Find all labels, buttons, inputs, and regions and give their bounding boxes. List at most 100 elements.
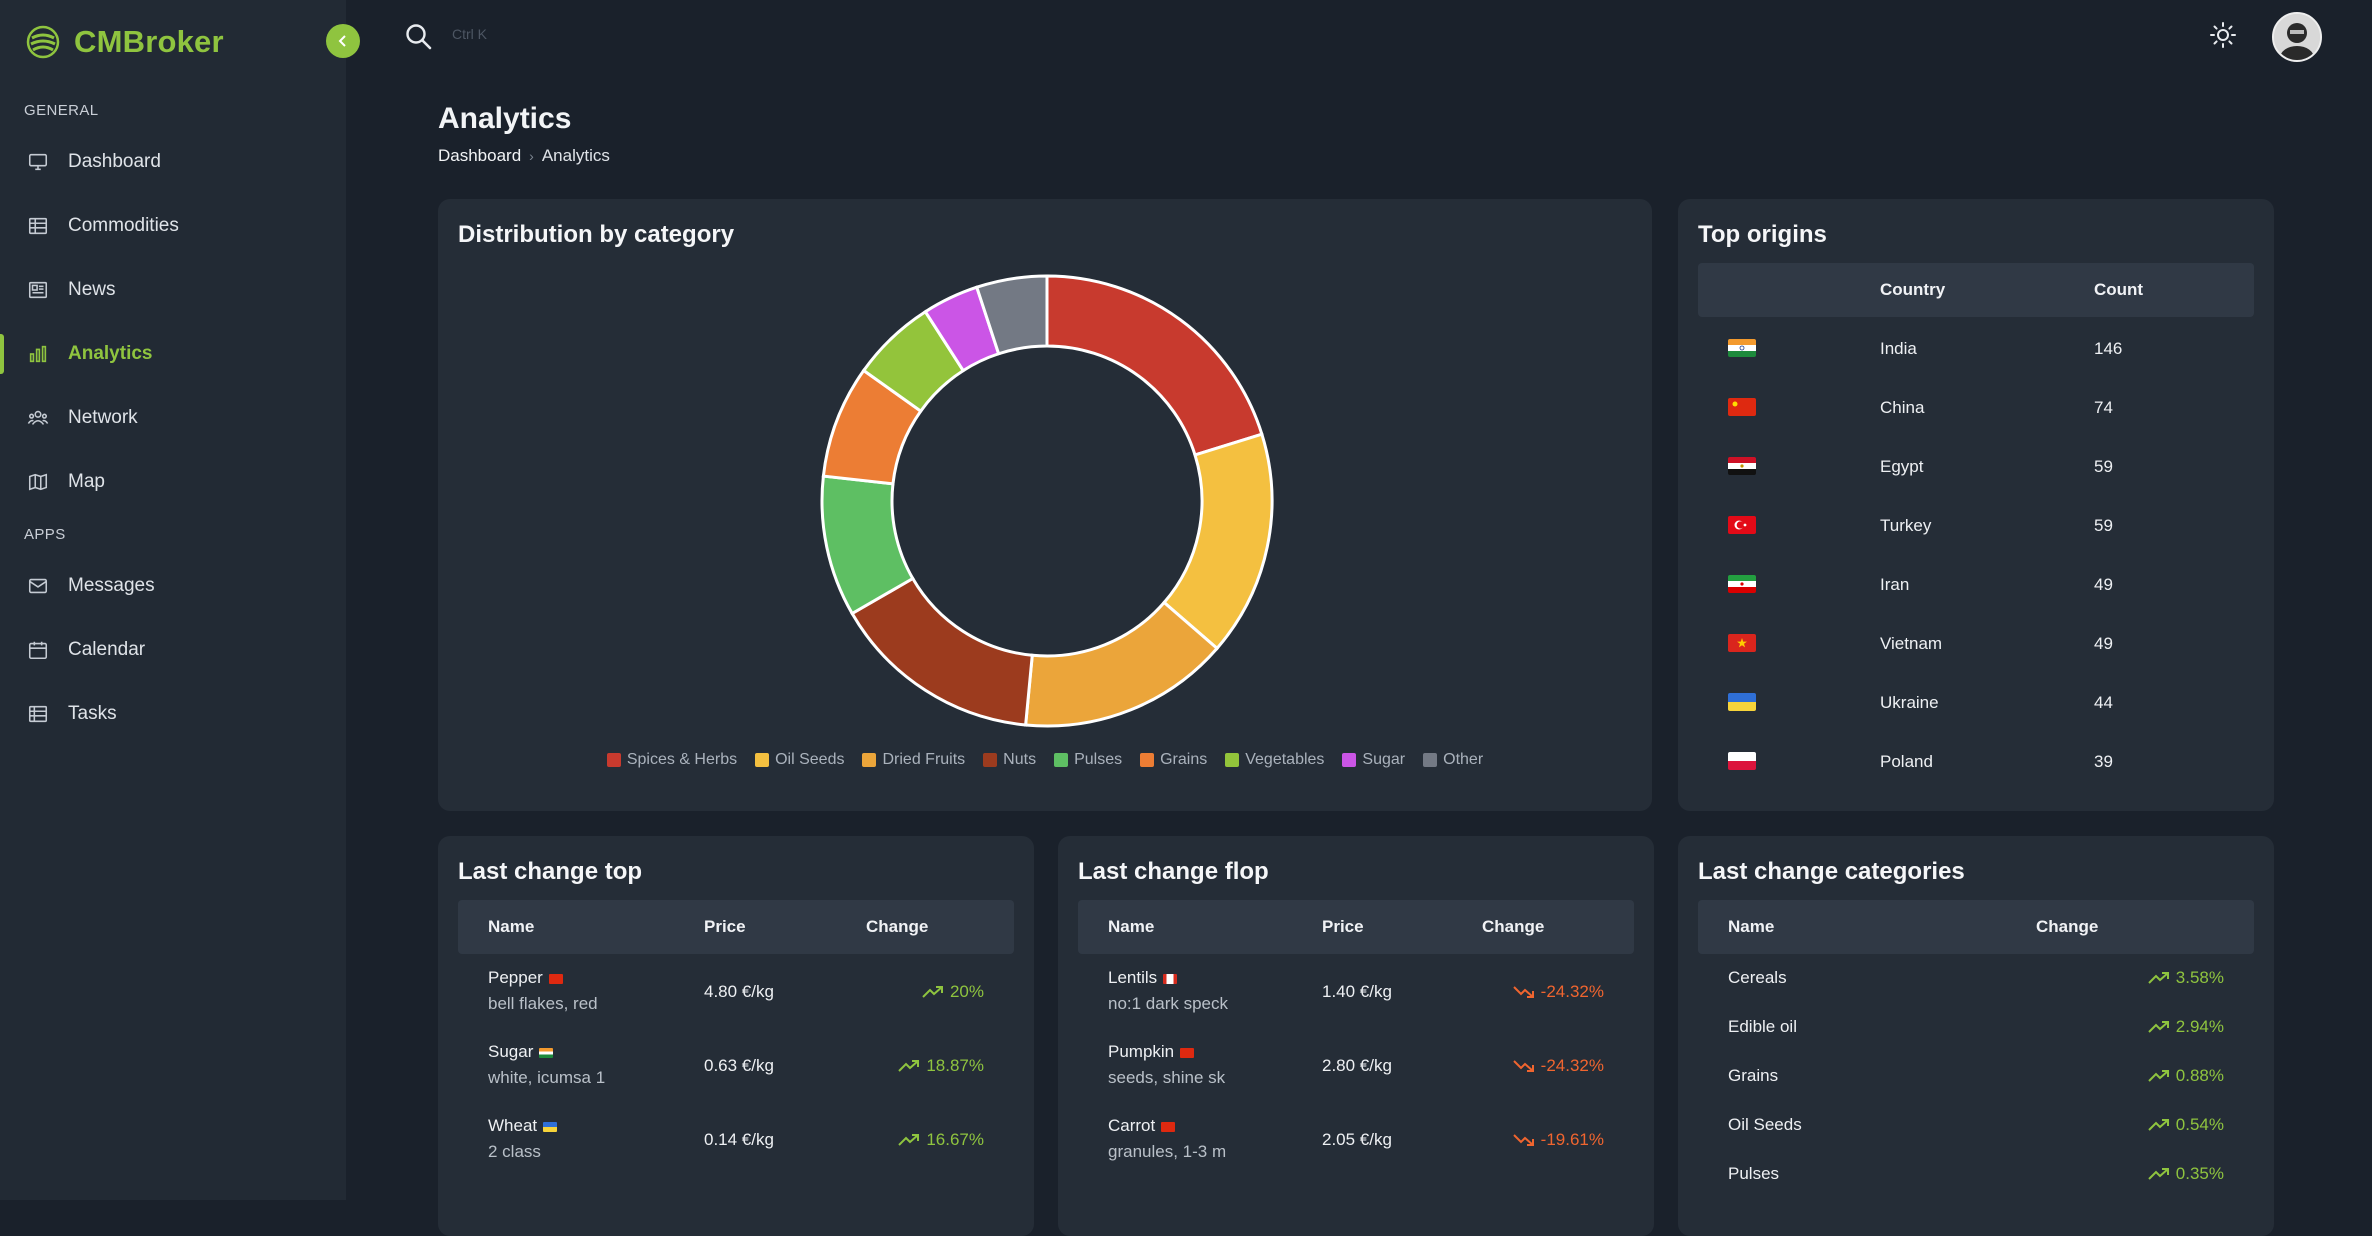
sidebar-item-news[interactable]: News bbox=[0, 262, 346, 318]
sidebar-item-label: Network bbox=[68, 407, 138, 428]
column-header-price[interactable]: Price bbox=[1322, 917, 1364, 936]
change-percent: -24.32% bbox=[1540, 1056, 1604, 1075]
china-flag bbox=[548, 973, 563, 984]
table-row[interactable]: Pepper bell flakes, red 4.80 €/kg 20% bbox=[458, 968, 1014, 1038]
sidebar-item-commodities[interactable]: Commodities bbox=[0, 198, 346, 254]
mail-icon bbox=[26, 574, 50, 598]
table-row[interactable]: Lentils no:1 dark speck 1.40 €/kg -24.32… bbox=[1078, 968, 1634, 1038]
table-row[interactable]: Pulses 0.35% bbox=[1698, 1164, 2254, 1214]
change-value: 0.35% bbox=[2148, 1164, 2224, 1184]
trending-up-icon bbox=[922, 986, 943, 998]
sidebar-item-tasks[interactable]: Tasks bbox=[0, 686, 346, 742]
sun-icon[interactable] bbox=[2208, 20, 2238, 50]
table-row[interactable]: Sugar white, icumsa 1 0.63 €/kg 18.87% bbox=[458, 1042, 1014, 1112]
change-value: -24.32% bbox=[1512, 982, 1604, 1002]
sidebar-item-dashboard[interactable]: Dashboard bbox=[0, 134, 346, 190]
table-row[interactable]: Ukraine 44 bbox=[1698, 685, 2254, 741]
legend-item[interactable]: Other bbox=[1423, 751, 1483, 769]
search-shortcut-hint[interactable]: Ctrl K bbox=[452, 26, 487, 42]
legend-item[interactable]: Grains bbox=[1140, 751, 1207, 769]
change-percent: 18.87% bbox=[926, 1056, 984, 1075]
legend-swatch bbox=[1140, 753, 1155, 767]
country-name: India bbox=[1880, 339, 1917, 358]
column-header-name[interactable]: Name bbox=[1108, 917, 1155, 936]
collapse-sidebar-button[interactable] bbox=[326, 24, 360, 58]
table-row[interactable]: Carrot granules, 1-3 m 2.05 €/kg -19.61% bbox=[1078, 1116, 1634, 1186]
column-header-name[interactable]: Name bbox=[1728, 917, 1775, 936]
sidebar-item-network[interactable]: Network bbox=[0, 390, 346, 446]
sidebar: CMBroker GENERAL Dashboard Commodities N… bbox=[0, 0, 346, 1200]
table-row[interactable]: Edible oil 2.94% bbox=[1698, 1017, 2254, 1067]
donut-slice-spices-herbs[interactable] bbox=[1045, 274, 1264, 457]
legend-item[interactable]: Pulses bbox=[1054, 751, 1122, 769]
table-row[interactable]: Pumpkin seeds, shine sk 2.80 €/kg -24.32… bbox=[1078, 1042, 1634, 1112]
category-name: Edible oil bbox=[1728, 1017, 1797, 1036]
legend-item[interactable]: Oil Seeds bbox=[755, 751, 844, 769]
commodity-name: Carrot bbox=[1108, 1116, 1156, 1135]
commodity-price: 1.40 €/kg bbox=[1322, 982, 1392, 1001]
tasks-icon bbox=[26, 702, 50, 726]
table-row[interactable]: Oil Seeds 0.54% bbox=[1698, 1115, 2254, 1165]
legend-swatch bbox=[862, 753, 877, 767]
table-row[interactable]: Iran 49 bbox=[1698, 567, 2254, 623]
commodity-description: granules, 1-3 m bbox=[1108, 1142, 1227, 1161]
table-row[interactable]: China 74 bbox=[1698, 390, 2254, 446]
india-flag bbox=[1728, 339, 1756, 357]
column-header-price[interactable]: Price bbox=[704, 917, 746, 936]
commodity-name-cell: Pepper bell flakes, red bbox=[488, 968, 608, 1014]
last-change-categories-title: Last change categories bbox=[1698, 858, 1965, 885]
legend-item[interactable]: Dried Fruits bbox=[862, 751, 965, 769]
sidebar-item-messages[interactable]: Messages bbox=[0, 558, 346, 614]
legend-item[interactable]: Nuts bbox=[983, 751, 1036, 769]
change-percent: 0.88% bbox=[2175, 1066, 2224, 1085]
chevron-left-icon bbox=[338, 35, 346, 47]
donut-slice-nuts[interactable] bbox=[850, 576, 1034, 727]
avatar[interactable] bbox=[2272, 12, 2322, 62]
table-row[interactable]: Grains 0.88% bbox=[1698, 1066, 2254, 1116]
legend-item[interactable]: Sugar bbox=[1342, 751, 1405, 769]
commodity-name: Wheat bbox=[488, 1116, 538, 1135]
table-header: Name Price Change bbox=[1078, 900, 1634, 954]
breadcrumb-dashboard[interactable]: Dashboard bbox=[438, 146, 522, 165]
table-row[interactable]: Vietnam 49 bbox=[1698, 626, 2254, 682]
table-row[interactable]: India 146 bbox=[1698, 331, 2254, 387]
chevron-right-icon: › bbox=[529, 148, 534, 164]
donut-slice-other[interactable] bbox=[974, 274, 1049, 356]
trending-down-icon bbox=[1512, 986, 1534, 998]
brand-logo-icon bbox=[26, 25, 60, 59]
column-header-country[interactable]: Country bbox=[1880, 280, 1946, 299]
column-header-change[interactable]: Change bbox=[866, 917, 929, 936]
sidebar-item-analytics[interactable]: Analytics bbox=[0, 326, 346, 382]
change-percent: 3.58% bbox=[2175, 968, 2224, 987]
last-change-top-title: Last change top bbox=[458, 858, 643, 885]
distribution-title: Distribution by category bbox=[458, 221, 735, 248]
section-label-general: GENERAL bbox=[24, 102, 99, 119]
change-percent: 16.67% bbox=[926, 1130, 984, 1149]
country-name: Ukraine bbox=[1880, 693, 1939, 712]
trending-up-icon bbox=[898, 1060, 920, 1072]
category-name: Oil Seeds bbox=[1728, 1115, 1802, 1134]
sidebar-item-map[interactable]: Map bbox=[0, 454, 346, 510]
top-origins-title: Top origins bbox=[1698, 221, 1827, 248]
table-row[interactable]: Cereals 3.58% bbox=[1698, 968, 2254, 1018]
column-header-name[interactable]: Name bbox=[488, 917, 535, 936]
china-flag bbox=[1180, 1047, 1195, 1058]
table-row[interactable]: Egypt 59 bbox=[1698, 449, 2254, 505]
table-row[interactable]: Poland 39 bbox=[1698, 744, 2254, 800]
column-header-change[interactable]: Change bbox=[2036, 917, 2099, 936]
legend-label: Sugar bbox=[1362, 751, 1406, 768]
last-change-categories-card: Last change categories Name Change Cerea… bbox=[1678, 836, 2274, 1236]
sidebar-item-calendar[interactable]: Calendar bbox=[0, 622, 346, 678]
search-icon[interactable] bbox=[404, 22, 434, 52]
column-header-change[interactable]: Change bbox=[1482, 917, 1545, 936]
legend-item[interactable]: Spices & Herbs bbox=[606, 751, 737, 769]
legend-item[interactable]: Vegetables bbox=[1225, 751, 1324, 769]
brand[interactable]: CMBroker bbox=[26, 22, 224, 62]
table-row[interactable]: Wheat 2 class 0.14 €/kg 16.67% bbox=[458, 1116, 1014, 1186]
map-icon bbox=[26, 470, 50, 494]
commodity-name: Lentils bbox=[1108, 968, 1158, 987]
table-row[interactable]: Turkey 59 bbox=[1698, 508, 2254, 564]
newspaper-icon bbox=[26, 278, 50, 302]
column-header-count[interactable]: Count bbox=[2094, 280, 2144, 299]
country-count: 49 bbox=[2094, 634, 2113, 653]
